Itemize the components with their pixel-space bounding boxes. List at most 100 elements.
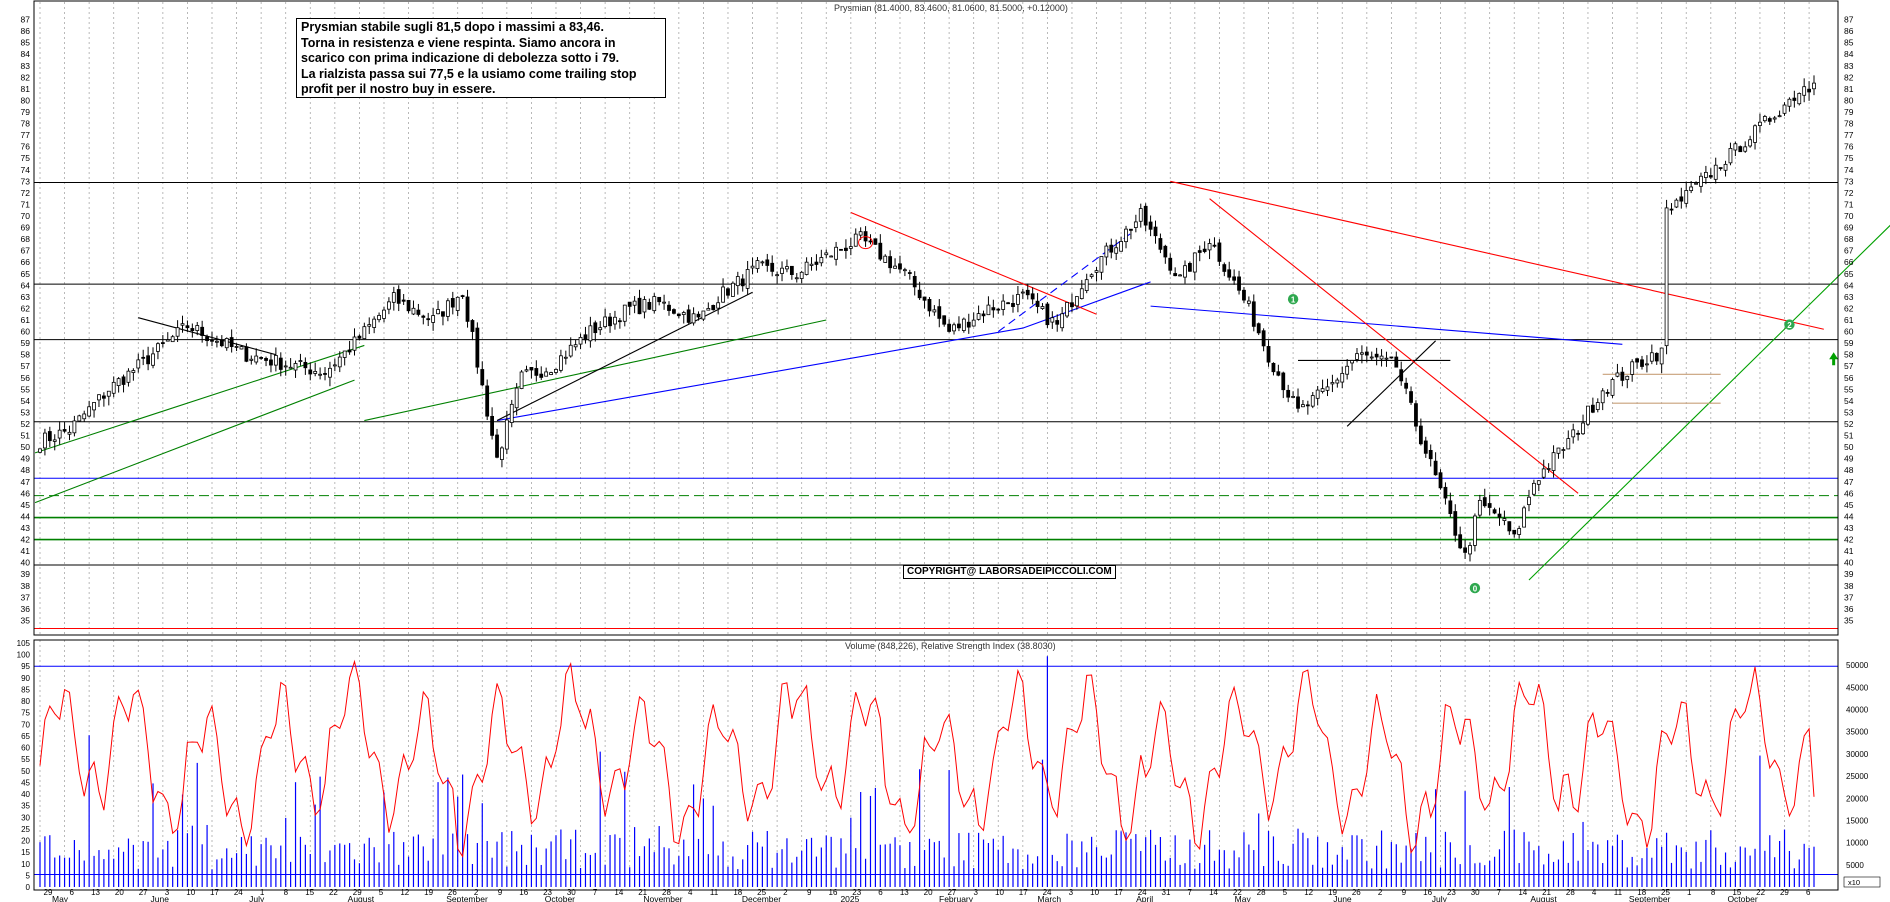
volume-tick: 10000 [1846,839,1869,848]
candle-body [1394,356,1399,368]
comment-line-3: scarico con prima indicazione di debolez… [301,51,620,65]
price-tick-right: 60 [1844,327,1854,337]
month-tick: 2025 [840,894,859,902]
price-tick-left: 74 [21,165,31,175]
blue-neckline [1150,305,1623,345]
candle-body [391,292,396,303]
price-tick-left: 71 [21,199,31,209]
candle-body [160,342,165,344]
price-tick-right: 39 [1844,569,1854,579]
candle-body [844,247,848,251]
candle-body [613,316,617,325]
blue-dashed-channel [997,232,1132,332]
candle-body [1699,175,1703,187]
rsi-tick: 80 [21,697,30,706]
candle-body [1320,388,1325,392]
candle-body [372,318,377,328]
candle-body [1305,404,1310,407]
day-tick: 27 [947,888,956,897]
price-tick-left: 55 [21,384,31,394]
day-tick: 14 [614,888,623,897]
top-circle-marker [858,236,874,250]
price-tick-left: 35 [21,615,31,625]
candle-body [819,257,824,264]
day-tick: 22 [1756,888,1765,897]
price-tick-left: 86 [21,26,31,36]
candle-body [313,370,318,374]
candle-body [1758,121,1762,126]
candle-body [1792,97,1797,101]
candle-body [1620,371,1625,381]
candle-body [853,233,858,247]
rsi-tick: 105 [17,639,31,648]
candle-body [146,355,151,365]
candle-body [1065,302,1069,317]
day-tick: 24 [234,888,243,897]
price-tick-right: 84 [1844,49,1854,59]
candle-body [1669,208,1674,211]
candle-body [1016,294,1020,305]
price-tick-right: 71 [1844,199,1854,209]
candle-body [878,242,883,260]
rsi-tick: 45 [21,778,30,787]
day-tick: 9 [807,888,812,897]
candle-body [1286,389,1291,398]
candle-body [1414,403,1418,427]
candle-body [1197,250,1202,253]
day-tick: 3 [1069,888,1074,897]
candle-body [1625,375,1630,381]
candle-body [1089,274,1094,277]
day-tick: 1 [1687,888,1692,897]
price-tick-right: 78 [1844,119,1854,129]
red-downtrend-2 [1170,180,1824,330]
candle-body [1261,330,1266,347]
rsi-tick: 15 [21,848,30,857]
day-tick: 12 [400,888,409,897]
candle-body [1384,357,1389,360]
candle-body [883,255,888,263]
price-tick-left: 68 [21,234,31,244]
price-tick-left: 41 [21,546,31,556]
candle-body [1645,363,1649,366]
comment-line-5: profit per il nostro buy in essere. [301,82,496,96]
candle-body [632,300,637,306]
candle-body [1659,347,1664,365]
day-tick: 8 [284,888,289,897]
price-tick-left: 39 [21,569,31,579]
rsi-panel [34,656,1838,887]
price-tick-right: 81 [1844,84,1854,94]
candle-body [421,315,426,318]
month-tick: June [1333,894,1352,902]
candle-body [1242,289,1246,301]
candle-body [991,307,996,311]
candle-body [1743,146,1748,152]
candle-body [765,259,770,266]
candle-body [1192,252,1197,273]
price-tick-right: 82 [1844,72,1854,82]
price-tick-right: 47 [1844,477,1854,487]
candle-body [1094,270,1099,273]
candle-body [809,263,814,266]
day-tick: 4 [688,888,693,897]
price-tick-left: 77 [21,130,31,140]
candle-body [509,403,514,423]
candle-body [834,246,838,260]
price-tick-right: 79 [1844,107,1854,117]
price-tick-right: 63 [1844,292,1854,302]
candle-body [1718,167,1723,169]
candle-body [131,370,136,373]
candle-body [814,261,819,265]
candle-body [156,343,160,352]
candle-body [1762,116,1767,122]
price-tick-right: 58 [1844,350,1854,360]
price-tick-left: 84 [21,49,31,59]
candle-body [716,302,721,309]
day-tick: 29 [353,888,362,897]
candle-body [1404,382,1409,389]
red-downtrend-1 [850,212,1097,315]
candle-body [701,310,706,320]
day-tick: 25 [757,888,766,897]
candle-body [97,394,101,401]
candle-body [1246,300,1251,304]
day-tick: 28 [1566,888,1575,897]
